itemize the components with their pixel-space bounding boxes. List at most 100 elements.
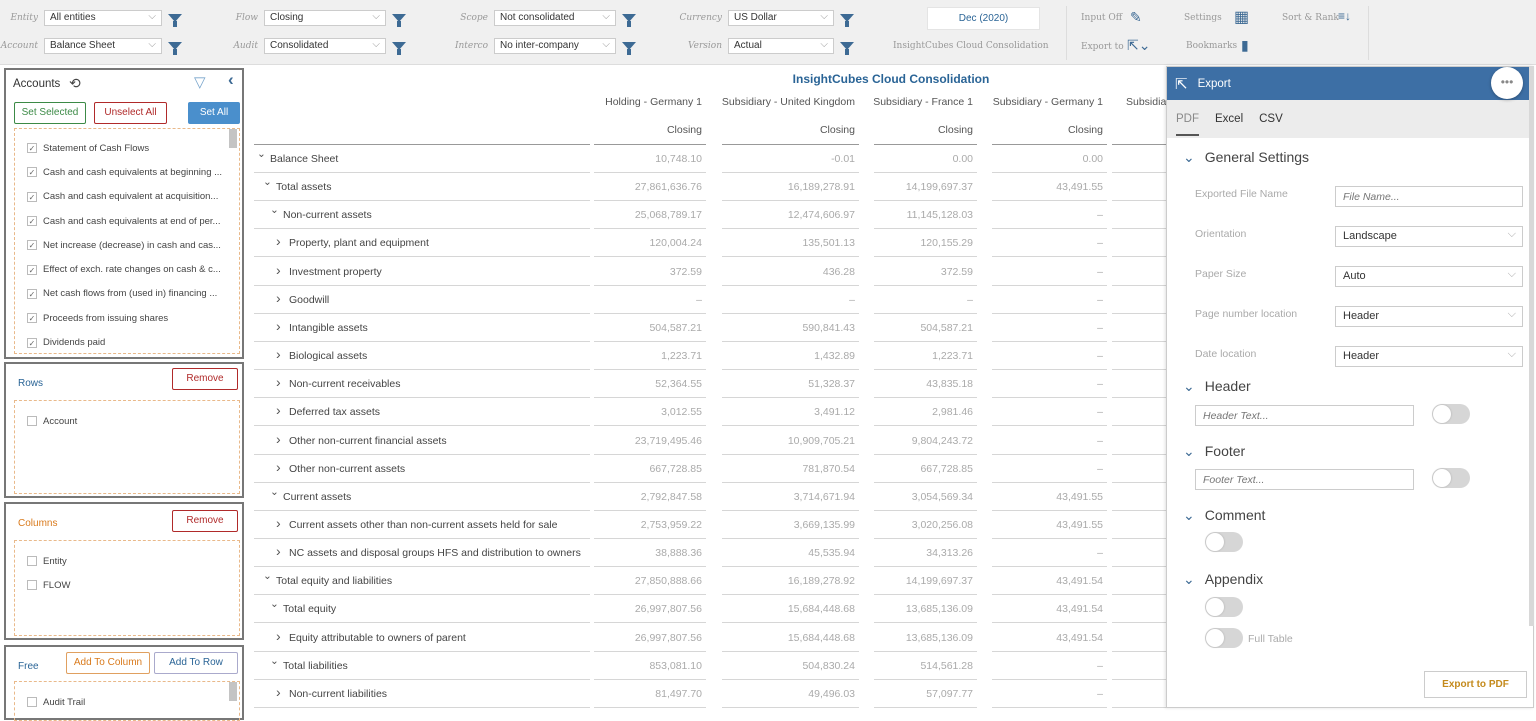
checkbox-checked-icon[interactable]: ✓ — [27, 288, 37, 299]
filter-icon[interactable] — [840, 42, 854, 55]
cell-value[interactable]: 25,068,789.17 — [634, 209, 702, 222]
cell-value[interactable]: 13,685,136.09 — [905, 603, 973, 616]
currency-select[interactable]: US Dollar — [728, 10, 834, 26]
cell-value[interactable]: 0.00 — [952, 153, 973, 165]
cell-value[interactable]: 27,850,888.66 — [634, 575, 702, 588]
cell-value[interactable]: 504,587.21 — [920, 321, 973, 334]
comment-toggle[interactable] — [1205, 532, 1243, 552]
cell-value[interactable]: – — [849, 293, 855, 306]
cell-value[interactable]: – — [1097, 406, 1103, 419]
set-selected-button[interactable]: Set Selected — [14, 102, 86, 124]
audit-select[interactable]: Consolidated — [264, 38, 386, 54]
checkbox-checked-icon[interactable]: ✓ — [27, 264, 37, 275]
cell-value[interactable]: 12,474,606.97 — [787, 209, 855, 222]
export-to-pdf-button[interactable]: Export to PDF — [1424, 671, 1527, 698]
cell-value[interactable]: 43,491.54 — [1056, 575, 1103, 588]
entity-filter[interactable]: Entity All entities — [0, 10, 182, 27]
cell-value[interactable]: 10,909,705.21 — [787, 434, 855, 447]
full-table-toggle[interactable] — [1205, 628, 1243, 648]
cell-value[interactable]: 2,753,959.22 — [640, 518, 702, 531]
chevron-right-icon[interactable]: › — [276, 317, 281, 334]
checkbox[interactable] — [27, 580, 37, 591]
checkbox-checked-icon[interactable]: ✓ — [27, 143, 37, 154]
table-row[interactable]: › Other non-current financial assets 23,71… — [250, 427, 1166, 455]
cell-value[interactable]: 26,997,807.56 — [634, 603, 702, 616]
chevron-down-icon[interactable]: ⌄ — [257, 148, 266, 160]
filter-icon[interactable] — [392, 14, 406, 27]
cell-value[interactable]: – — [696, 293, 702, 306]
cell-value[interactable]: 13,685,136.09 — [905, 631, 973, 644]
table-row[interactable]: ⌄ Balance Sheet 10,748.10 -0.01 0.00 0.00 — [250, 145, 1166, 173]
chevron-right-icon[interactable]: › — [276, 346, 281, 363]
interco-filter[interactable]: Interco No inter-company — [450, 38, 636, 55]
entity-select[interactable]: All entities — [44, 10, 162, 26]
checkbox-checked-icon[interactable]: ✓ — [27, 313, 37, 324]
chevron-right-icon[interactable]: › — [276, 261, 281, 278]
account-item[interactable]: ✓ Proceeds from issuing shares — [15, 306, 239, 330]
page-number-select[interactable]: Header — [1335, 306, 1523, 327]
table-row[interactable]: › Equity attributable to owners of parent… — [250, 624, 1166, 652]
cell-value[interactable]: 667,728.85 — [920, 462, 973, 475]
cell-value[interactable]: 667,728.85 — [649, 462, 702, 475]
input-off-button[interactable]: Input Off — [1081, 13, 1123, 23]
table-row[interactable]: ⌄ Non-current assets 25,068,789.17 12,474,6… — [250, 201, 1166, 230]
checkbox-checked-icon[interactable]: ✓ — [27, 337, 37, 348]
account-item[interactable]: ✓ Dividends paid — [15, 330, 239, 354]
cell-value[interactable]: 16,189,278.91 — [787, 181, 855, 194]
chevron-right-icon[interactable]: › — [276, 627, 281, 644]
table-row[interactable]: › Investment property 372.59 436.28 372.59 – — [250, 258, 1166, 286]
account-item[interactable]: ✓ Statement of Cash Flows — [15, 136, 239, 160]
table-row[interactable]: › Property, plant and equipment 120,004.24… — [250, 229, 1166, 258]
cell-value[interactable]: 3,012.55 — [661, 406, 702, 419]
cell-value[interactable]: – — [1097, 209, 1103, 222]
version-filter[interactable]: Version Actual — [676, 38, 854, 55]
cell-value[interactable]: – — [1097, 350, 1103, 363]
free-item-audit-trail[interactable]: Audit Trail — [15, 690, 239, 714]
cell-value[interactable]: 23,719,495.46 — [634, 434, 702, 447]
cell-value[interactable]: 372.59 — [940, 265, 973, 278]
table-row[interactable]: › Goodwill – – – – — [250, 286, 1166, 314]
pencil-icon[interactable]: ✎ — [1130, 9, 1142, 25]
table-row[interactable]: › Non-current receivables 52,364.55 51,328.… — [250, 370, 1166, 399]
cell-value[interactable]: 3,669,135.99 — [793, 518, 855, 531]
cell-value[interactable]: 11,145,128.03 — [906, 209, 973, 222]
cell-value[interactable]: 51,328.37 — [808, 378, 855, 391]
cell-value[interactable]: 34,313.26 — [926, 547, 973, 560]
date-location-select[interactable]: Header — [1335, 346, 1523, 367]
footer-section[interactable]: Footer — [1183, 443, 1245, 460]
cell-value[interactable]: 14,199,697.37 — [905, 181, 973, 194]
header-section[interactable]: Header — [1183, 378, 1251, 395]
chevron-down-icon[interactable]: ⌄ — [270, 598, 279, 611]
cell-value[interactable]: 15,684,448.68 — [787, 603, 855, 616]
currency-filter[interactable]: Currency US Dollar — [676, 10, 854, 27]
checkbox[interactable] — [27, 697, 37, 708]
table-row[interactable]: ⌄ Current assets 2,792,847.58 3,714,671.94 3… — [250, 483, 1166, 511]
cell-value[interactable]: 2,981.46 — [932, 406, 973, 419]
interco-select[interactable]: No inter-company — [494, 38, 616, 54]
account-item[interactable]: ✓ Net cash flows from (used in) financing… — [15, 282, 239, 306]
cell-value[interactable]: – — [967, 293, 973, 306]
more-options-icon[interactable]: ••• — [1491, 67, 1523, 99]
column-header[interactable]: Subsidiary - Germany 1 — [992, 96, 1103, 108]
footer-text-input[interactable] — [1195, 469, 1414, 490]
bookmark-icon[interactable]: ▮ — [1241, 37, 1249, 53]
cell-value[interactable]: 1,223.71 — [661, 350, 702, 363]
cell-value[interactable]: 372.59 — [669, 265, 702, 278]
table-row[interactable]: › Deferred tax assets 3,012.55 3,491.12 2,98… — [250, 398, 1166, 427]
table-row[interactable]: ⌄ Total assets 27,861,636.76 16,189,278.91 1… — [250, 173, 1166, 202]
checkbox-checked-icon[interactable]: ✓ — [27, 240, 37, 251]
set-all-button[interactable]: Set All — [188, 102, 240, 124]
header-toggle[interactable] — [1432, 404, 1470, 424]
paper-size-select[interactable]: Auto — [1335, 266, 1523, 287]
cell-value[interactable]: 120,155.29 — [920, 237, 973, 250]
filter-icon[interactable] — [622, 42, 636, 55]
cell-value[interactable]: 3,491.12 — [814, 406, 855, 419]
account-select[interactable]: Balance Sheet — [44, 38, 162, 54]
appendix-section[interactable]: Appendix — [1183, 571, 1263, 588]
orientation-select[interactable]: Landscape — [1335, 226, 1523, 247]
general-settings-section[interactable]: General Settings — [1183, 149, 1309, 166]
cell-value[interactable]: 57,097.77 — [926, 687, 973, 700]
cell-value[interactable]: 26,997,807.56 — [634, 631, 702, 644]
account-item[interactable]: ✓ Effect of exch. rate changes on cash & … — [15, 257, 239, 281]
filter-icon[interactable] — [622, 14, 636, 27]
